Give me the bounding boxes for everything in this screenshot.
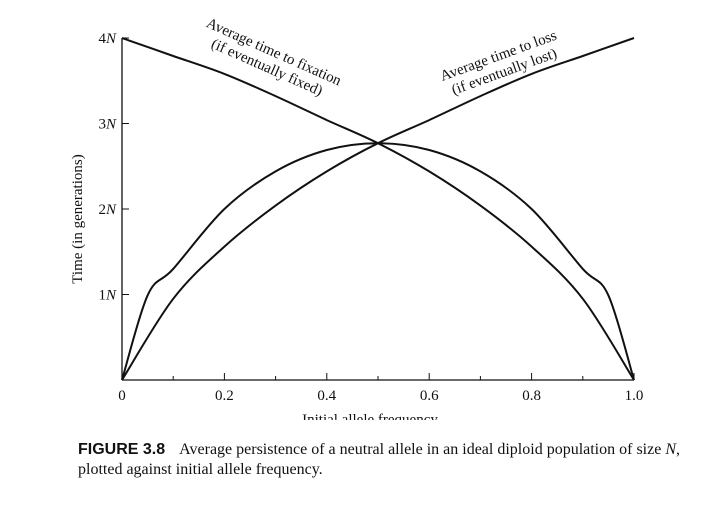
chart-curves	[121, 37, 635, 381]
figure-number: FIGURE 3.8	[78, 441, 166, 458]
chart-axes: 0 0.2 0.4 0.6 0.8 1.0 1N 2N 3N 4N	[98, 31, 643, 404]
y-axis-title: Time (in generations)	[70, 154, 86, 283]
x-axis-title: Initial allele frequency	[302, 412, 438, 420]
fixation-curve-label: Average time to fixation(if eventually f…	[204, 15, 344, 99]
x-tick-label: 0.8	[522, 388, 541, 404]
caption-symbol: N	[665, 441, 676, 458]
caption-text-before: Average persistence of a neutral allele …	[179, 441, 666, 458]
fixation-time-curve	[121, 37, 635, 381]
caption-text-after: , plotted against initial allele frequen…	[78, 441, 680, 478]
overall-persistence-curve	[121, 142, 635, 381]
figure-caption: FIGURE 3.8 Average persistence of a neutr…	[78, 440, 688, 480]
chart-labels: Initial allele frequency Time (in generat…	[70, 15, 559, 420]
y-tick-label: 2N	[98, 202, 117, 218]
x-tick-label: 0.4	[317, 388, 336, 404]
y-tick-label: 4N	[98, 31, 117, 47]
chart-figure: 0 0.2 0.4 0.6 0.8 1.0 1N 2N 3N 4N Initial allele …	[70, 15, 643, 420]
y-tick-label: 3N	[98, 117, 117, 133]
x-tick-label: 0.6	[420, 388, 439, 404]
y-tick-label: 1N	[98, 288, 117, 304]
loss-time-curve	[121, 37, 635, 381]
loss-curve-label: Average time to loss(if eventually lost)	[438, 28, 559, 99]
chart-svg: 0 0.2 0.4 0.6 0.8 1.0 1N 2N 3N 4N Initial allele …	[70, 15, 643, 420]
x-tick-label: 0	[118, 388, 126, 404]
x-tick-label: 0.2	[215, 388, 234, 404]
x-tick-label: 1.0	[625, 388, 644, 404]
